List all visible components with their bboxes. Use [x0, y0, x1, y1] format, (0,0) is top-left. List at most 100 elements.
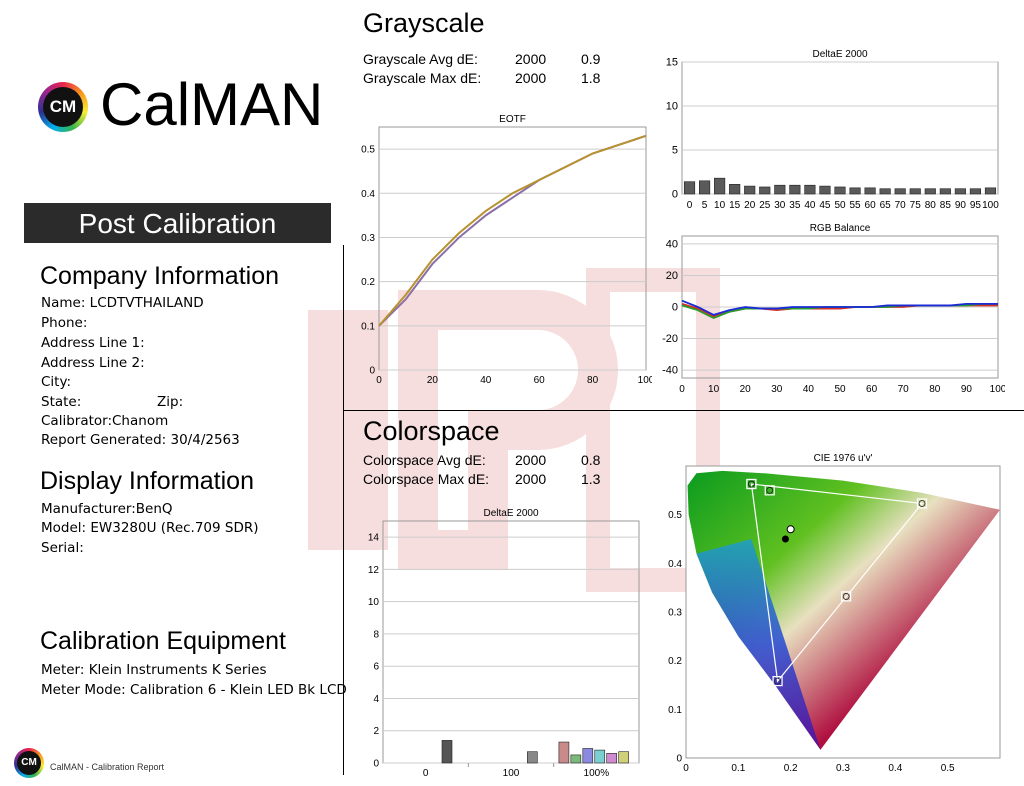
footer-text: CalMAN - Calibration Report: [50, 762, 165, 772]
company-address2: Address Line 2:: [41, 355, 145, 371]
x-tick-label: 75: [910, 200, 922, 211]
x-tick-label: 5: [702, 200, 708, 211]
x-tick-label: 0: [679, 384, 685, 394]
x-tick-label: 0: [687, 200, 693, 211]
y-tick-label: 0.3: [361, 233, 375, 244]
x-tick-label: 15: [729, 200, 741, 211]
gs-max-std: 2000: [515, 70, 547, 86]
y-tick-label: 0: [676, 754, 682, 765]
chart-title: CIE 1976 u'v': [814, 453, 873, 464]
cs-max-label: Colorspace Max dE:: [363, 471, 490, 487]
x-tick-label: 0.3: [836, 763, 850, 774]
x-tick-label: 100: [638, 375, 652, 386]
display-model: Model: EW3280U (Rec.709 SDR): [41, 520, 259, 536]
deltae-bar: [954, 188, 966, 195]
x-tick-label: 30: [771, 384, 783, 394]
plot-area: [681, 61, 999, 195]
footer-logo-icon: CM: [14, 748, 44, 778]
y-tick-label: 0: [672, 189, 678, 201]
y-tick-label: 40: [666, 238, 678, 250]
y-tick-label: -20: [662, 333, 678, 345]
deltae-bar: [894, 188, 906, 195]
y-tick-label: 0.4: [361, 189, 375, 200]
deltae-bar: [849, 187, 861, 195]
y-tick-label: 5: [672, 145, 678, 157]
x-tick-label: 65: [880, 200, 892, 211]
deltae-bar: [969, 188, 981, 195]
x-tick-label: 60: [865, 200, 877, 211]
x-tick-label: 30: [774, 200, 786, 211]
x-tick-label: 50: [834, 200, 846, 211]
x-tick-label: 50: [834, 384, 846, 394]
y-tick-label: -40: [662, 365, 678, 377]
plot-area: [378, 126, 647, 371]
chart-title: DeltaE 2000: [483, 508, 538, 519]
rgb-series-line: [681, 299, 998, 316]
x-tick-label: 20: [427, 375, 439, 386]
company-heading: Company Information: [40, 262, 280, 290]
deltae-bar: [441, 740, 453, 764]
x-tick-label: 0.4: [888, 763, 902, 774]
eotf-chart: EOTF 0 0.1 0.2 0.3 0.4 0.5 0 20 40 60 80 100: [361, 115, 652, 386]
deltae-bar: [924, 188, 936, 195]
y-tick-label: 0.1: [668, 705, 682, 716]
company-state: State:: [41, 394, 82, 410]
chart-title: EOTF: [499, 115, 526, 125]
y-tick-label: 2: [373, 726, 379, 737]
colorspace-summary: Colorspace Avg dE: 2000 0.8 Colorspace M…: [363, 452, 623, 492]
company-address1: Address Line 1:: [41, 335, 145, 351]
deltae-bar: [879, 188, 891, 195]
plot-area: [382, 520, 640, 764]
y-tick-label: 14: [368, 533, 380, 544]
equipment-mode: Meter Mode: Calibration 6 - Klein LED Bk…: [41, 682, 347, 698]
deltae-bar: [864, 187, 876, 195]
gs-avg-val: 0.9: [581, 51, 601, 67]
y-tick-label: 0.5: [668, 510, 682, 521]
y-tick-label: 0.2: [361, 277, 375, 288]
deltae-bar: [594, 749, 606, 764]
x-tick-label: 35: [789, 200, 801, 211]
deltae-bar: [714, 177, 726, 195]
deltae-bar: [527, 751, 538, 764]
x-tick-label: 40: [804, 200, 816, 211]
display-serial: Serial:: [41, 540, 84, 556]
target-square: [841, 591, 852, 602]
deltae-bar: [618, 751, 629, 764]
x-tick-label: 70: [895, 200, 907, 211]
y-tick-label: 0: [672, 302, 678, 314]
company-phone: Phone:: [41, 315, 88, 331]
deltae-bar: [683, 181, 696, 195]
deltae-bar: [729, 184, 741, 195]
x-tick-label: 80: [587, 375, 599, 386]
measured-circle: [918, 500, 926, 507]
y-tick-label: 0.1: [361, 321, 375, 332]
y-tick-label: 0.3: [668, 608, 682, 619]
rgb-balance-chart: RGB Balance -40 -20 0 20 40 0 10 20 30 40 50 60 70 80 9…: [662, 223, 1005, 394]
x-tick-label: 0: [376, 375, 382, 386]
x-tick-label: 85: [940, 200, 952, 211]
target-square: [916, 498, 928, 509]
x-tick-label: 20: [740, 384, 752, 394]
y-tick-label: 10: [666, 101, 678, 113]
calman-logo-icon: CM: [38, 82, 88, 132]
x-tick-label: 20: [744, 200, 756, 211]
x-tick-label: 0.1: [731, 763, 745, 774]
y-tick-label: 20: [666, 270, 678, 282]
deltae-bar: [570, 754, 582, 764]
company-name: Name: LCDTVTHAILAND: [41, 295, 204, 311]
cie-chart: CIE 1976 u'v' 0 0.1 0.2 0.3 0.4 0.5 0 0.1 0.2 0.3 0…: [668, 453, 1001, 774]
x-tick-label: 0.2: [784, 763, 798, 774]
x-tick-label: 95: [970, 200, 982, 211]
measured-circle: [774, 677, 781, 685]
colorspace-deltae-chart: DeltaE 2000 0 2 4 6 8 10 12 14 0 100 100%: [368, 508, 640, 779]
x-tick-label: 25: [759, 200, 771, 211]
horizontal-divider: [343, 410, 1024, 411]
y-tick-label: 15: [666, 57, 678, 69]
deltae-bar: [582, 748, 594, 764]
report-generated: Report Generated: 30/4/2563: [41, 432, 240, 448]
calman-logo-text: CalMAN: [100, 71, 324, 138]
x-tick-label: 100: [503, 768, 520, 779]
company-city: City:: [41, 374, 72, 390]
x-tick-label: 40: [803, 384, 815, 394]
post-calibration-banner: Post Calibration: [24, 203, 331, 243]
